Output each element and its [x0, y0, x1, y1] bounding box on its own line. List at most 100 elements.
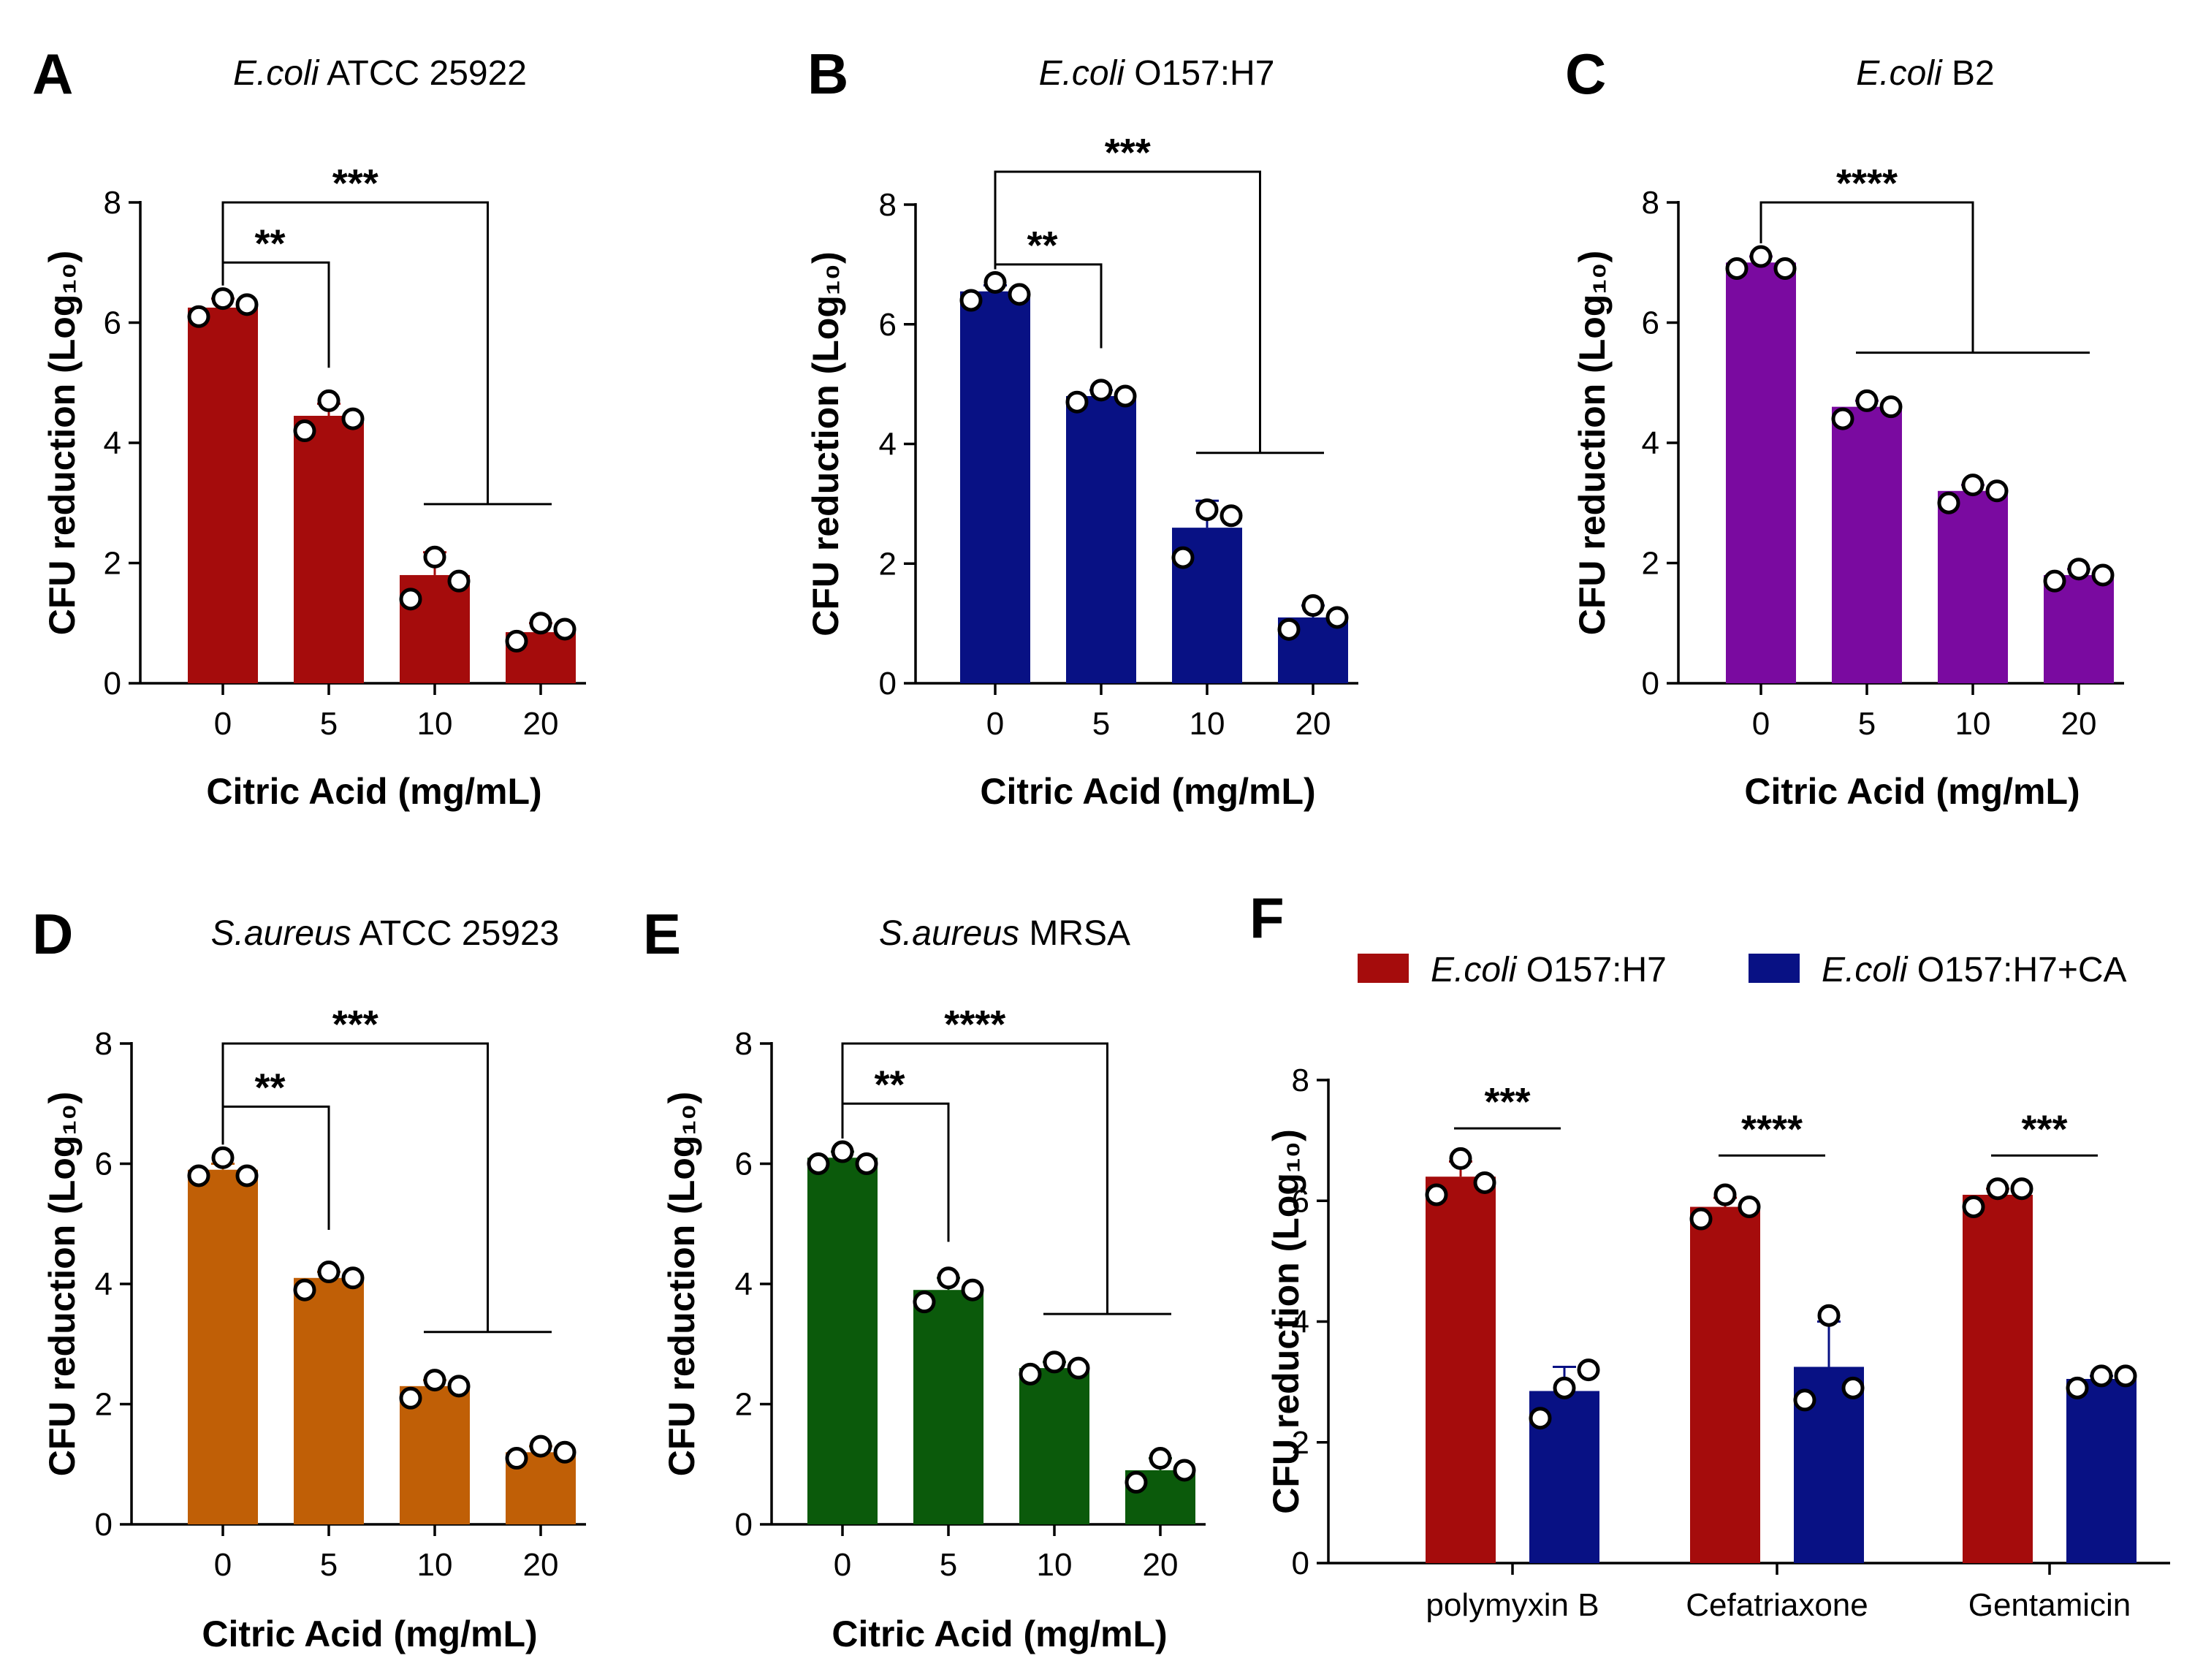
significance-label: **** [1741, 1107, 1803, 1151]
y-tick-label: 8 [95, 1026, 113, 1062]
title-species: E.coli [1039, 54, 1126, 93]
data-point [317, 389, 340, 412]
x-axis-label: Citric Acid (mg/mL) [206, 771, 541, 812]
significance-bracket [221, 1042, 489, 1332]
legend-species: E.coli [1822, 951, 1909, 989]
y-tick-label: 8 [879, 187, 897, 223]
x-tick-label: 10 [1955, 706, 1991, 742]
x-tick-label: 20 [523, 706, 559, 742]
data-point [831, 1140, 854, 1163]
data-point [1019, 1362, 1042, 1386]
data-point [235, 1164, 259, 1187]
data-point [1855, 389, 1879, 412]
data-point [1277, 617, 1301, 641]
panel-A: A E.coli ATCC 25922 0 2 4 6 8 CFU reduction (Lo… [32, 42, 586, 812]
x-tick-label: Gentamicin [1968, 1587, 2131, 1623]
legend-strain: O157:H7 [1516, 951, 1666, 989]
significance-label: ** [874, 1063, 905, 1106]
significance-label: *** [332, 161, 378, 205]
panel-label: A [32, 42, 73, 106]
panel-C: C E.coli B2 0 2 4 6 8 CFU reduction (Log₁₀) 0 5 10… [1565, 42, 2124, 812]
y-tick-label: 4 [1292, 1304, 1309, 1340]
panel-label: B [807, 42, 848, 106]
data-point [447, 1375, 471, 1398]
data-point [2043, 569, 2066, 593]
panel-label: E [643, 902, 681, 966]
x-tick-label: 10 [1037, 1547, 1073, 1583]
data-point [423, 1369, 446, 1392]
data-point [959, 289, 983, 312]
panel-title: S.aureus MRSA [879, 914, 1130, 953]
bar [188, 1169, 258, 1524]
bar [1019, 1368, 1089, 1524]
data-point [1301, 594, 1325, 617]
data-point [937, 1266, 960, 1290]
data-point [505, 1447, 528, 1470]
data-point [1879, 395, 1903, 419]
bar [294, 415, 364, 683]
bar [1832, 406, 1902, 683]
title-strain: ATCC 25923 [351, 914, 560, 953]
y-axis-label: CFU reduction (Log₁₀) [1572, 251, 1613, 635]
bar [1963, 1194, 2033, 1563]
data-point [1831, 407, 1854, 430]
x-tick-label: 20 [523, 1547, 559, 1583]
data-point [553, 617, 577, 641]
x-tick-label: 20 [2061, 706, 2097, 742]
data-point [399, 588, 422, 611]
panel-title: E.coli ATCC 25922 [233, 54, 527, 93]
data-point [211, 287, 235, 311]
y-tick-label: 4 [879, 427, 897, 463]
data-point [1220, 504, 1243, 528]
panel-F: FE.coli O157:H7 E.coli O157:H7+CA02468CFU… [1249, 886, 2170, 1623]
data-point [529, 612, 552, 635]
title-strain: ATCC 25922 [319, 54, 527, 93]
x-tick-label: 20 [1143, 1547, 1179, 1583]
x-axis-label: Citric Acid (mg/mL) [980, 771, 1315, 812]
data-point [2090, 1364, 2113, 1388]
y-tick-label: 4 [1642, 425, 1659, 461]
data-point [983, 270, 1007, 294]
y-tick-label: 6 [735, 1147, 753, 1182]
data-point [1553, 1376, 1576, 1399]
data-point [2114, 1364, 2137, 1388]
significance-bracket [1759, 201, 1974, 353]
data-point [1937, 491, 1960, 514]
x-tick-label: Cefatriaxone [1686, 1587, 1868, 1623]
data-point [1529, 1407, 1552, 1430]
panel-D: D S.aureus ATCC 25923 0 2 4 6 8 CFU reduction (… [32, 902, 586, 1654]
data-point [529, 1434, 552, 1458]
data-point [1425, 1183, 1448, 1206]
x-tick-label: polymyxin B [1426, 1587, 1599, 1623]
y-tick-label: 8 [735, 1026, 753, 1062]
data-point [399, 1386, 422, 1410]
y-tick-label: 4 [95, 1266, 113, 1302]
y-axis-label: CFU reduction (Log₁₀) [42, 251, 83, 635]
data-point [1325, 606, 1349, 629]
significance-bracket [841, 1042, 1108, 1315]
significance-label: **** [1836, 161, 1898, 205]
data-point [1473, 1171, 1496, 1194]
significance-bracket [994, 170, 1261, 453]
panel-title: E.coli O157:H7 [1039, 54, 1275, 93]
data-point [2010, 1177, 2033, 1201]
x-tick-label: 0 [214, 706, 232, 742]
data-point [235, 293, 259, 316]
bar [913, 1290, 983, 1524]
y-tick-label: 8 [1292, 1063, 1309, 1098]
data-point [187, 305, 210, 328]
data-point [1065, 390, 1089, 414]
data-point [293, 1278, 316, 1301]
data-point [913, 1291, 936, 1314]
data-point [1725, 256, 1749, 280]
bar [807, 1158, 878, 1524]
bar [1066, 396, 1136, 683]
x-tick-label: 0 [1752, 706, 1770, 742]
data-point [1173, 1459, 1196, 1482]
data-point [807, 1152, 830, 1175]
panel-B: B E.coli O157:H7 0 2 4 6 8 CFU reduction (Log₁₀… [805, 42, 1358, 812]
data-point [1577, 1358, 1600, 1382]
data-point [1067, 1356, 1090, 1380]
bar [1938, 490, 2008, 683]
